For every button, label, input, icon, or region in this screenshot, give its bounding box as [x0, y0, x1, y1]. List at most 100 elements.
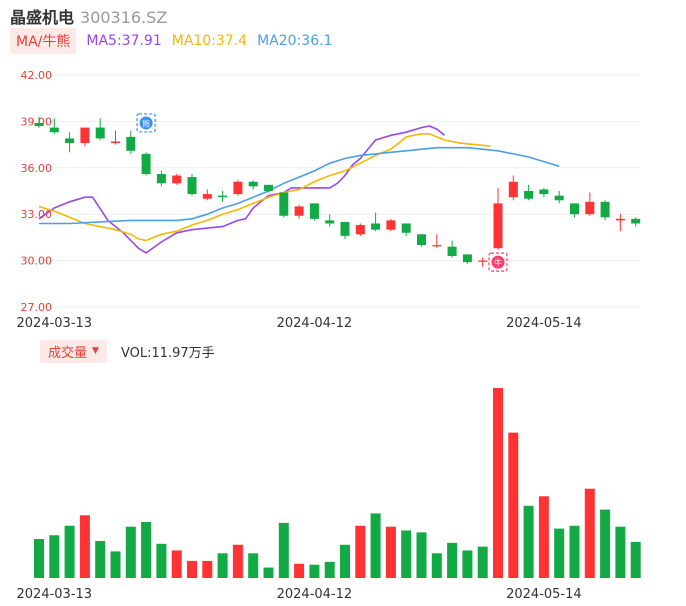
- bear-marker-icon: 熊: [136, 113, 156, 133]
- volume-bar: [569, 525, 580, 578]
- volume-tag-label: 成交量: [48, 345, 88, 361]
- candle-body: [401, 223, 411, 233]
- candle-body: [264, 184, 273, 191]
- bull-marker-icon: 牛: [488, 252, 508, 272]
- candle-body: [218, 195, 228, 198]
- ma-indicator-selector[interactable]: MA/牛熊: [10, 28, 77, 54]
- candle: [524, 184, 534, 201]
- candle-body: [279, 192, 289, 216]
- candle: [34, 116, 44, 128]
- candle: [554, 191, 564, 204]
- volume-bar: [95, 540, 106, 578]
- volume-bar: [600, 509, 611, 578]
- x-tick-label: 2024-04-12: [277, 587, 353, 602]
- y-tick-label: 30.00: [21, 255, 53, 268]
- volume-bar: [370, 513, 381, 578]
- ma20-label: MA20:36.1: [257, 33, 333, 49]
- candle-body: [202, 194, 212, 199]
- volume-bar: [64, 525, 75, 578]
- candle: [585, 192, 595, 216]
- candle-body: [417, 234, 426, 246]
- candle: [508, 175, 518, 201]
- ma-legend: MA/牛熊 MA5:37.91 MA10:37.4 MA20:36.1: [10, 28, 332, 54]
- candle-body: [294, 206, 304, 216]
- volume-bar: [355, 525, 366, 578]
- candle-body: [65, 138, 75, 144]
- candle-body: [615, 218, 625, 221]
- candle: [478, 257, 488, 267]
- volume-bar: [493, 388, 503, 578]
- marker-dot: [139, 116, 153, 130]
- candle: [49, 118, 59, 134]
- candle-body: [355, 225, 365, 235]
- candle-body: [49, 127, 59, 133]
- volume-bar: [294, 563, 305, 578]
- candle-body: [447, 246, 457, 256]
- candle: [309, 203, 319, 221]
- candle-body: [585, 201, 595, 215]
- marker-dot: [491, 255, 505, 269]
- candle: [631, 217, 641, 227]
- candle: [432, 234, 442, 249]
- stock-code: 300316.SZ: [80, 8, 168, 27]
- candle-body: [432, 245, 442, 247]
- candle-body: [141, 153, 151, 174]
- volume-bar: [171, 550, 182, 578]
- candle: [172, 173, 182, 185]
- candle-body: [233, 181, 243, 195]
- x-tick-label: 2024-03-13: [17, 316, 93, 331]
- volume-bar: [523, 505, 534, 578]
- volume-bar: [217, 553, 228, 578]
- candle: [462, 254, 472, 264]
- candle: [156, 170, 166, 187]
- volume-bar: [477, 546, 488, 578]
- candle-body: [539, 189, 549, 195]
- volume-bar: [110, 551, 121, 578]
- candle-body: [95, 127, 105, 139]
- candle-body: [325, 220, 335, 224]
- volume-indicator-selector[interactable]: 成交量 ▼: [40, 339, 107, 363]
- volume-bar: [263, 567, 274, 578]
- candle: [294, 204, 304, 219]
- candle-body: [34, 122, 44, 127]
- candle-body: [508, 181, 518, 198]
- candle-body: [340, 221, 350, 236]
- candle: [264, 184, 273, 193]
- volume-bar: [232, 544, 243, 578]
- ma10-line: [38, 133, 491, 242]
- candle: [233, 180, 243, 196]
- x-tick-label: 2024-03-13: [17, 587, 93, 602]
- volume-bar: [156, 543, 167, 578]
- candle: [600, 200, 610, 221]
- candle-body: [493, 203, 503, 249]
- volume-bar: [340, 544, 350, 578]
- candle-body: [80, 127, 90, 144]
- volume-bar: [615, 526, 626, 578]
- candle: [141, 152, 151, 176]
- candle: [111, 130, 120, 145]
- candle-body: [309, 203, 319, 219]
- price-chart[interactable]: 42.00 39.00 36.00 33.00 30.00 27.00 熊牛 2024-03-…: [0, 60, 686, 335]
- volume-chart[interactable]: 2024-03-13 2024-04-12 2024-05-14: [0, 370, 686, 606]
- volume-bar: [324, 561, 335, 578]
- volume-bar: [187, 560, 197, 578]
- ma5-label: MA5:37.91: [86, 33, 162, 49]
- candle: [126, 130, 136, 154]
- candle-body: [111, 141, 120, 144]
- caret-down-icon: ▼: [92, 346, 99, 356]
- candle-body: [371, 223, 381, 230]
- y-tick-label: 33.00: [21, 208, 53, 221]
- candle: [65, 132, 75, 153]
- volume-bar: [125, 526, 136, 578]
- candle: [248, 180, 258, 190]
- candle: [279, 192, 289, 218]
- candle-body: [570, 203, 579, 215]
- volume-bar: [554, 528, 565, 578]
- candle: [80, 127, 90, 147]
- candle-body: [172, 175, 182, 184]
- stock-name: 晶盛机电: [10, 8, 75, 27]
- volume-legend: 成交量 ▼ VOL:11.97万手: [40, 339, 215, 363]
- candle-body: [554, 195, 564, 201]
- volume-bar: [202, 560, 213, 578]
- volume-bar: [34, 539, 44, 578]
